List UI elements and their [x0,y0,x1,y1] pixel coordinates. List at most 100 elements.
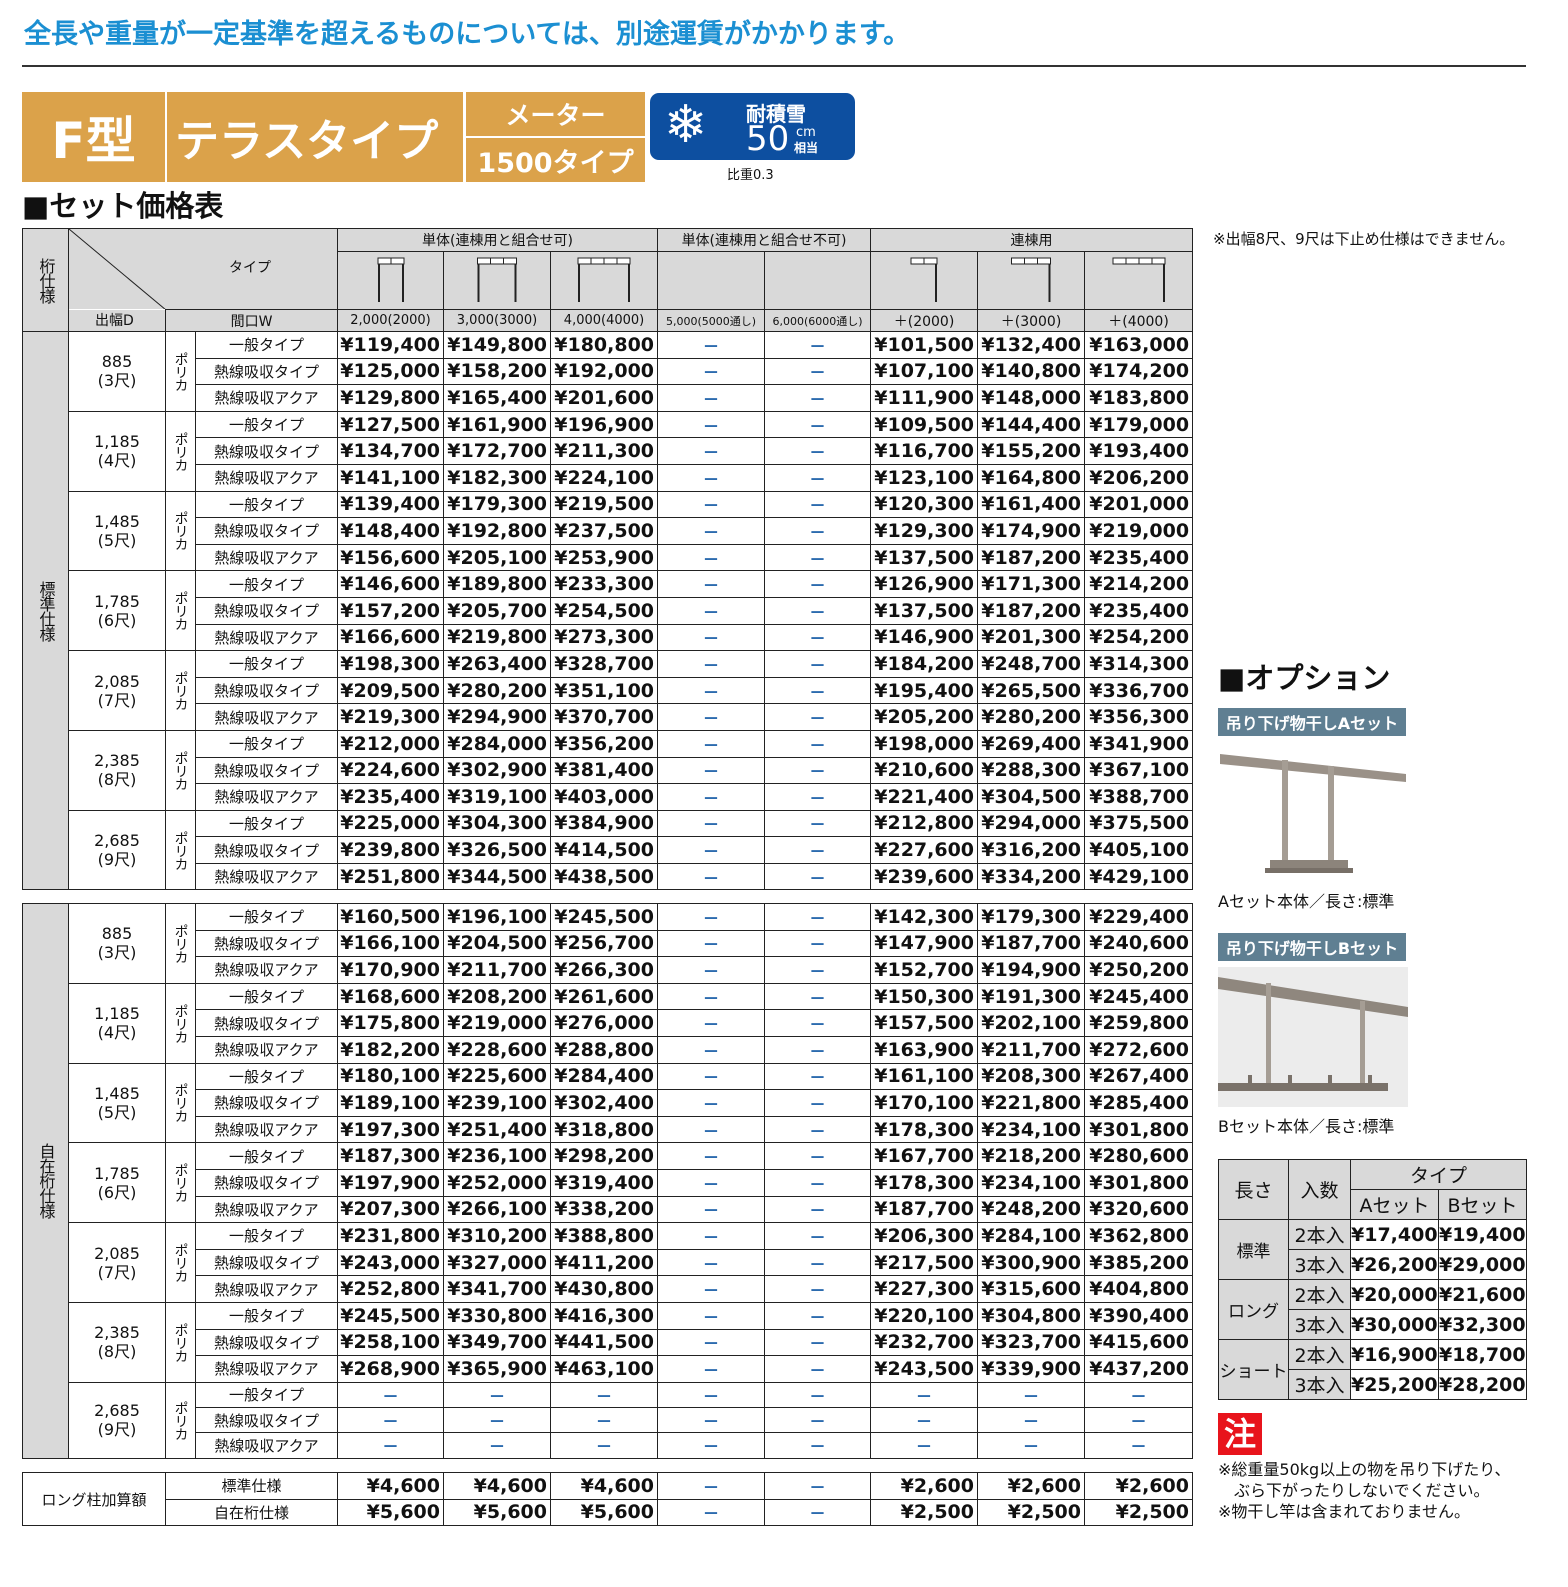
table-row: 熱線吸収タイプ ¥125,000 ¥158,200 ¥192,000 －－ ¥107,10… [23,357,1194,386]
dash-cell: － [657,809,766,838]
price-cell: ¥120,300 [870,490,979,519]
b-set-header: Bセット [1437,1189,1528,1220]
price-cell: ¥323,700 [977,1328,1085,1357]
table-row: 1,785 (6尺) ポリカ 一般タイプ ¥187,300 ¥236,100 ¥298,20… [23,1142,1193,1224]
dash-cell: － [764,676,872,705]
table-row: 熱線吸収タイプ ¥239,800 ¥326,500 ¥414,500 －－ ¥227,60… [23,836,1194,864]
roof-type-cell: 熱線吸収タイプ [195,1089,338,1117]
roof-type-cell: 熱線吸収タイプ [194,756,339,785]
material-cell: ポリカ [165,729,196,811]
roof-type-cell: 熱線吸収タイプ [194,836,339,864]
price-cell: ¥201,300 [977,623,1086,652]
price-cell: ¥146,900 [870,623,979,652]
price-cell: ¥157,200 [337,596,445,625]
dash-cell: － [657,650,766,678]
price-cell: ¥310,200 [443,1222,551,1250]
price-cell: ¥166,600 [337,623,445,652]
table-row: 1,485 (5尺) ポリカ 一般タイプ ¥180,100 ¥225,600 ¥284,40… [23,1062,1193,1144]
dash-cell: － [657,410,766,439]
price-cell: ¥168,600 [337,982,444,1011]
table-row: 2,085 (7尺) ポリカ 一般タイプ ¥231,800 ¥310,200 ¥388,80… [23,1222,1193,1303]
price-cell: ¥336,700 [1084,676,1194,705]
price-cell: ¥206,300 [870,1222,978,1250]
roof-type-cell: 一般タイプ [195,1381,338,1408]
price-cell: ¥280,200 [443,676,552,705]
table-row: 熱線吸収タイプ ¥134,700 ¥172,700 ¥211,300 －－ ¥116,70… [23,437,1194,465]
dash-cell: － [764,596,872,625]
dash-cell: － [1084,1406,1193,1434]
dash-cell: － [657,1381,765,1408]
depth-value: 1,485 [94,511,140,531]
price-cell: ¥132,400 [977,331,1086,359]
specific-gravity: 比重0.3 [727,168,774,183]
price-cell: ¥139,400 [337,490,445,519]
material-cell: ポリカ [165,1142,196,1224]
dash-cell: － [657,1062,765,1091]
price-cell: ¥341,900 [1084,729,1194,758]
table-row: 熱線吸収アクア ¥219,300 ¥294,900 ¥370,700 －－ ¥205,20… [23,703,1194,731]
option-quantity: 3本入 [1288,1309,1351,1340]
price-cell: ¥179,300 [443,490,552,519]
material-cell: ポリカ [165,903,196,984]
price-cell: ¥370,700 [550,703,659,731]
price-cell: ¥164,800 [977,463,1086,492]
dash-cell: － [550,1406,658,1434]
option-price-b: ¥29,000 [1437,1249,1528,1280]
dash-cell: － [657,517,766,545]
dash-cell: － [764,1142,871,1170]
price-cell: ¥235,400 [337,783,445,811]
dash-cell: － [657,1498,765,1526]
table-row: 熱線吸収タイプ ¥166,100 ¥204,500 ¥256,700 －－ ¥147,90… [23,929,1193,958]
price-cell: ¥351,100 [550,676,659,705]
roof-type-cell: 熱線吸収アクア [195,1355,338,1383]
price-cell: ¥441,500 [550,1328,658,1357]
price-cell: ¥201,000 [1084,490,1194,519]
dash-cell: － [337,1406,444,1434]
depth-value: 1,185 [94,1004,140,1024]
roof-type-cell: 熱線吸収アクア [195,956,338,984]
depth-value: 2,085 [94,671,140,691]
table-row: 標準仕様 885 (3尺) ポリカ 一般タイプ ¥119,400 ¥149,800 ¥180,… [22,330,1194,891]
price-cell: ¥284,000 [443,729,552,758]
price-cell: ¥208,300 [977,1062,1085,1091]
dash-cell: － [764,729,872,758]
roof-type-cell: 熱線吸収アクア [194,463,339,492]
price-cell: ¥147,900 [870,929,978,958]
dash-cell: － [657,1142,765,1170]
price-cell: ¥239,800 [337,836,445,864]
price-cell: ¥211,700 [977,1035,1085,1064]
price-cell: ¥178,300 [870,1168,978,1197]
dash-cell: － [657,703,766,731]
roof-type-cell: 一般タイプ [194,490,339,519]
depth-shaku: (4尺) [97,451,137,471]
price-cell: ¥245,500 [550,903,658,931]
terrace-frame-icon [577,257,631,302]
dash-cell: － [764,570,872,598]
table-row: ロング柱加算額 標準仕様 ¥4,600 ¥4,600 ¥4,600 －－ ¥2,600 ¥2,… [22,1472,1193,1526]
price-cell: ¥411,200 [550,1248,658,1277]
price-cell: ¥294,900 [443,703,552,731]
price-cell: ¥150,300 [870,982,978,1011]
dash-cell: － [764,783,872,811]
note-line: ※総重量50kg以上の物を吊り下げたり、 [1218,1460,1511,1479]
roof-type-cell: 熱線吸収アクア [194,703,339,731]
price-cell: ¥161,900 [443,410,552,439]
price-cell: ¥180,800 [550,331,659,359]
price-cell: ¥187,200 [977,596,1086,625]
price-cell: ¥187,200 [977,543,1086,572]
price-cell: ¥207,300 [337,1195,444,1224]
price-cell: ¥272,600 [1084,1035,1193,1064]
spec-cell: 標準仕様 [165,1472,338,1500]
option-type-header: タイプ [1349,1159,1528,1190]
depth-value: 1,785 [94,1163,140,1183]
price-cell: ¥163,000 [1084,331,1194,359]
dash-cell: － [657,1195,765,1224]
price-cell: ¥220,100 [870,1301,978,1330]
dash-cell: － [337,1432,444,1459]
table-row: 1,485 (5尺) ポリカ 一般タイプ ¥139,400 ¥179,300 ¥219,50… [23,490,1194,572]
price-cell: ¥204,500 [443,929,551,958]
roof-type-cell: 熱線吸収タイプ [195,1328,338,1357]
table-row: 1,185 (4尺) ポリカ 一般タイプ ¥127,500 ¥161,900 ¥196,90… [23,410,1194,492]
price-cell: ¥326,500 [443,836,552,864]
price-cell: ¥2,600 [1084,1472,1193,1500]
